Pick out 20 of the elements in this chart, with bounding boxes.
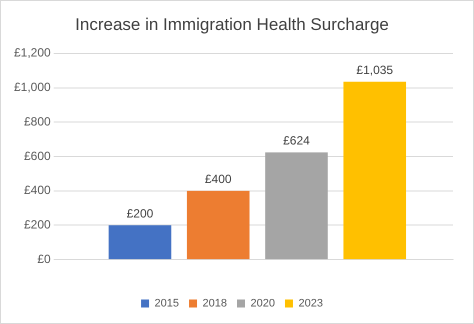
- y-tick-label: £600: [24, 148, 52, 163]
- legend-label: 2020: [250, 298, 275, 310]
- bar: [343, 82, 406, 260]
- data-label: £400: [204, 172, 232, 186]
- data-label: £624: [283, 134, 310, 148]
- y-tick-label: £200: [24, 218, 52, 232]
- y-tick-label: £400: [24, 183, 52, 198]
- y-tick-label: £0: [37, 252, 52, 266]
- y-tick-label: £1,000: [14, 80, 52, 94]
- bar: [186, 190, 250, 260]
- legend-label: 2023: [298, 298, 323, 310]
- chart-title: Increase in Immigration Health Surcharge: [75, 14, 389, 34]
- y-tick-label: £800: [24, 114, 52, 128]
- legend-label: 2018: [202, 298, 228, 310]
- data-label: £1,035: [356, 63, 394, 78]
- legend-label: 2015: [154, 298, 180, 310]
- bar: [265, 152, 328, 260]
- data-label: £200: [126, 206, 154, 221]
- y-tick-label: £1,200: [14, 46, 52, 60]
- bar: [108, 225, 172, 260]
